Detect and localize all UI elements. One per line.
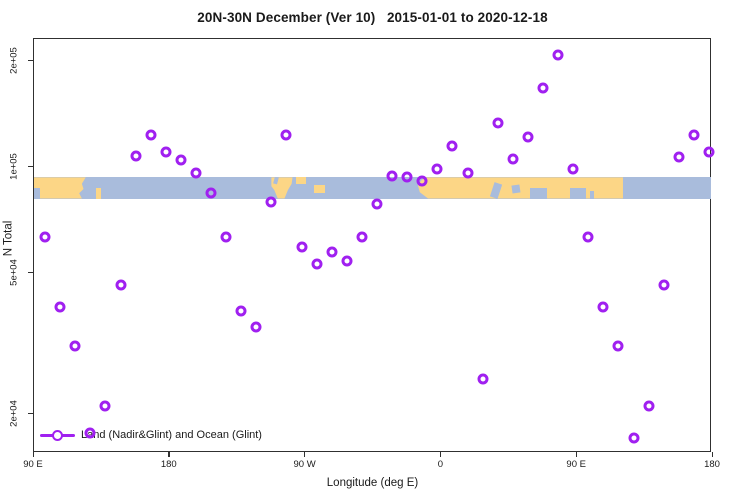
x-tick — [575, 452, 577, 457]
land-segment — [295, 177, 307, 185]
land-segment — [95, 188, 101, 199]
y-tick — [28, 59, 33, 61]
data-point — [477, 373, 489, 385]
ocean-patch — [530, 188, 547, 199]
data-point — [703, 146, 715, 158]
data-point — [582, 231, 594, 243]
data-point — [205, 187, 217, 199]
x-tick-label: 90 E — [23, 459, 43, 470]
ocean-patch — [34, 188, 40, 199]
data-point — [326, 246, 338, 258]
x-tick-label: 90 W — [293, 459, 316, 470]
data-point — [431, 163, 443, 175]
data-point — [507, 153, 519, 165]
data-point — [386, 170, 398, 182]
data-point — [462, 167, 474, 179]
y-tick-label: 5e+04 — [8, 259, 20, 286]
data-point — [69, 340, 81, 352]
x-tick-label: 180 — [160, 459, 177, 470]
data-point — [537, 82, 549, 94]
chart-title: 20N-30N December (Ver 10) 2015-01-01 to … — [197, 10, 548, 25]
data-point — [220, 231, 232, 243]
data-point — [612, 340, 624, 352]
data-point — [643, 400, 655, 412]
data-point — [99, 400, 111, 412]
data-point — [235, 305, 247, 317]
legend: Land (Nadir&Glint) and Ocean (Glint) — [40, 428, 262, 442]
y-tick-label: 1e+05 — [8, 152, 20, 180]
data-point — [250, 321, 262, 333]
data-point — [84, 427, 96, 439]
ocean-patch — [589, 190, 595, 199]
data-point — [296, 241, 308, 253]
data-point — [688, 129, 700, 141]
land-ocean-map-band — [34, 177, 711, 199]
data-point — [280, 129, 292, 141]
data-point — [311, 258, 323, 270]
x-tick-label: 0 — [437, 459, 444, 470]
data-point — [54, 301, 66, 313]
land-segment — [34, 177, 86, 199]
data-point — [597, 301, 609, 313]
data-point — [552, 49, 564, 61]
ocean-patch — [570, 188, 586, 199]
data-point — [673, 151, 685, 163]
ocean-patch — [511, 184, 521, 194]
data-point — [567, 163, 579, 175]
y-tick-label: 2e+05 — [8, 46, 20, 74]
x-axis-title: Longitude (deg E) — [326, 477, 419, 489]
data-point — [401, 171, 413, 183]
x-tick-label: 180 — [704, 459, 720, 470]
x-tick — [439, 452, 442, 457]
data-point — [190, 167, 202, 179]
legend-label: Land (Nadir&Glint) and Ocean (Glint) — [81, 429, 262, 441]
data-point — [130, 150, 142, 162]
data-point — [658, 279, 670, 291]
data-point — [492, 117, 504, 129]
y-tick-label: 2e+04 — [8, 399, 20, 427]
data-point — [145, 129, 157, 141]
data-point — [160, 146, 172, 158]
y-tick — [28, 272, 33, 274]
data-point — [39, 231, 51, 243]
land-segment — [314, 184, 325, 194]
y-tick — [28, 165, 33, 168]
x-tick-label: 90 E — [566, 459, 586, 470]
x-tick — [32, 452, 34, 457]
x-tick — [711, 452, 713, 457]
plot-frame — [33, 38, 711, 452]
data-point — [628, 432, 640, 444]
x-tick — [304, 452, 306, 457]
legend-open-circle-icon — [52, 429, 63, 441]
data-point — [265, 196, 277, 208]
data-point — [356, 231, 368, 243]
legend-marker-icon — [40, 428, 75, 442]
data-point — [175, 154, 187, 166]
data-point — [416, 175, 428, 187]
y-tick — [28, 412, 33, 414]
x-tick — [168, 452, 170, 457]
data-point — [341, 255, 353, 267]
data-point — [115, 279, 126, 291]
data-point — [522, 131, 534, 143]
data-point — [446, 140, 458, 152]
data-point — [371, 198, 383, 210]
